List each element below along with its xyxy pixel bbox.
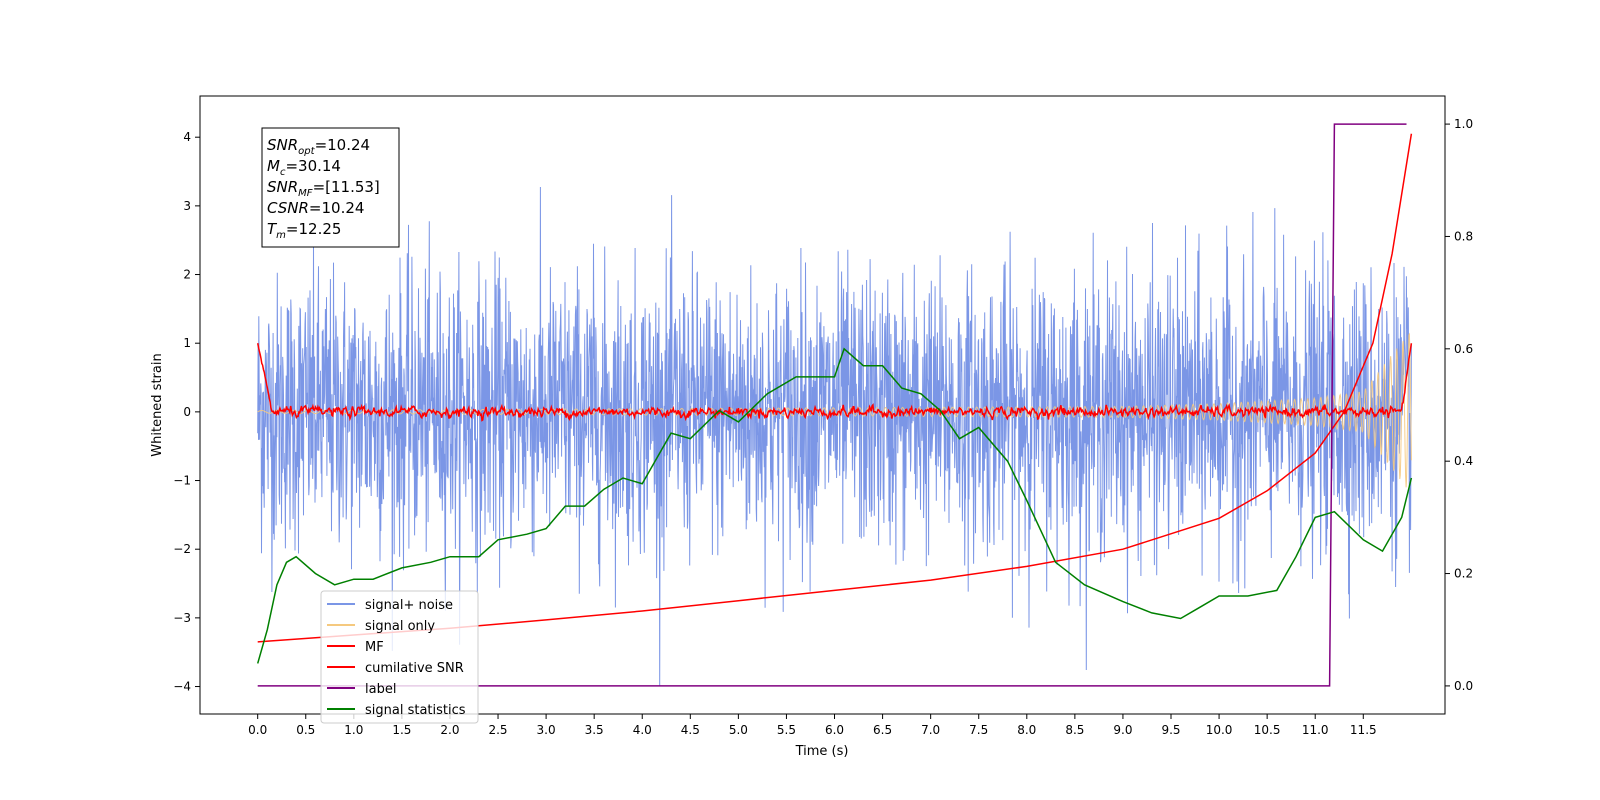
y-axis-left: −4 −3 −2 −1 0 1 2 3 4	[173, 130, 200, 694]
series-signal-statistics	[256, 347, 1413, 664]
x-tick-label: 2.0	[440, 723, 459, 737]
x-tick-label: 1.0	[344, 723, 363, 737]
series-mf	[256, 343, 1413, 422]
y-right-tick-label: 1.0	[1454, 117, 1473, 131]
annotation-line: SNRMF=[11.53]	[267, 178, 380, 199]
y-right-tick-label: 0.4	[1454, 454, 1473, 468]
legend: signal+ noise signal only MF cumilative SNR…	[320, 590, 479, 724]
x-axis-label: Time (s)	[795, 744, 849, 759]
x-tick-label: 7.0	[921, 723, 940, 737]
series-layer	[256, 123, 1413, 687]
x-tick-label: 10.0	[1206, 723, 1233, 737]
x-axis: 0.0 0.5 1.0 1.5 2.0 2.5 3.0 3.5 4.0 4.5 5.0 5.5 6.0 6…	[248, 714, 1377, 737]
x-tick-label: 1.5	[392, 723, 411, 737]
annotation-line: CSNR=10.24	[267, 199, 364, 217]
series-signal-noise	[257, 186, 1412, 687]
x-tick-label: 0.5	[296, 723, 315, 737]
x-tick-label: 6.0	[825, 723, 844, 737]
annotation-line: Tm=12.25	[267, 220, 341, 241]
x-tick-label: 9.0	[1113, 723, 1132, 737]
y-left-tick-label: 2	[183, 268, 191, 282]
y-right-tick-label: 0.8	[1454, 229, 1473, 243]
y-right-tick-label: 0.6	[1454, 342, 1473, 356]
x-tick-label: 10.5	[1254, 723, 1281, 737]
x-tick-label: 8.5	[1065, 723, 1084, 737]
legend-label: MF	[365, 640, 384, 655]
series-signal-only	[257, 332, 1412, 488]
y-left-tick-label: 1	[183, 336, 191, 350]
y-left-tick-label: −4	[173, 680, 191, 694]
y-right-tick-label: 0.2	[1454, 567, 1473, 581]
plot-frame	[199, 95, 1446, 715]
x-tick-label: 3.0	[537, 723, 556, 737]
x-tick-label: 6.5	[873, 723, 892, 737]
x-tick-label: 2.5	[488, 723, 507, 737]
x-tick-label: 8.0	[1017, 723, 1036, 737]
annotation-line: SNRopt=10.24	[267, 136, 370, 157]
x-tick-label: 5.5	[777, 723, 796, 737]
x-tick-label: 4.5	[681, 723, 700, 737]
y-left-tick-label: −1	[173, 474, 191, 488]
y-left-tick-label: 3	[183, 199, 191, 213]
y-axis-label: Whitened strain	[150, 353, 165, 456]
annotation-line: Mc=30.14	[267, 157, 341, 178]
stats-annotation: SNRopt=10.24Mc=30.14SNRMF=[11.53]CSNR=10…	[261, 127, 400, 248]
x-tick-label: 4.0	[633, 723, 652, 737]
y-left-tick-label: 4	[183, 130, 191, 144]
legend-label: cumilative SNR	[365, 661, 464, 676]
legend-label: label	[365, 682, 396, 697]
legend-label: signal statistics	[365, 703, 466, 718]
x-tick-label: 11.5	[1350, 723, 1377, 737]
x-tick-label: 9.5	[1161, 723, 1180, 737]
series-label	[257, 123, 1407, 687]
y-left-tick-label: 0	[183, 405, 191, 419]
x-tick-label: 11.0	[1302, 723, 1329, 737]
y-left-tick-label: −2	[173, 542, 191, 556]
y-right-tick-label: 0.0	[1454, 679, 1473, 693]
legend-frame	[320, 590, 479, 724]
annotation-frame	[261, 127, 400, 248]
legend-label: signal+ noise	[365, 598, 453, 613]
x-tick-label: 5.0	[729, 723, 748, 737]
x-tick-label: 3.5	[585, 723, 604, 737]
legend-label: signal only	[365, 619, 435, 634]
series-cumulative-snr	[257, 133, 1413, 643]
x-tick-label: 0.0	[248, 723, 267, 737]
y-axis-right: 0.0 0.2 0.4 0.6 0.8 1.0	[1445, 117, 1473, 693]
x-tick-label: 7.5	[969, 723, 988, 737]
y-left-tick-label: −3	[173, 611, 191, 625]
